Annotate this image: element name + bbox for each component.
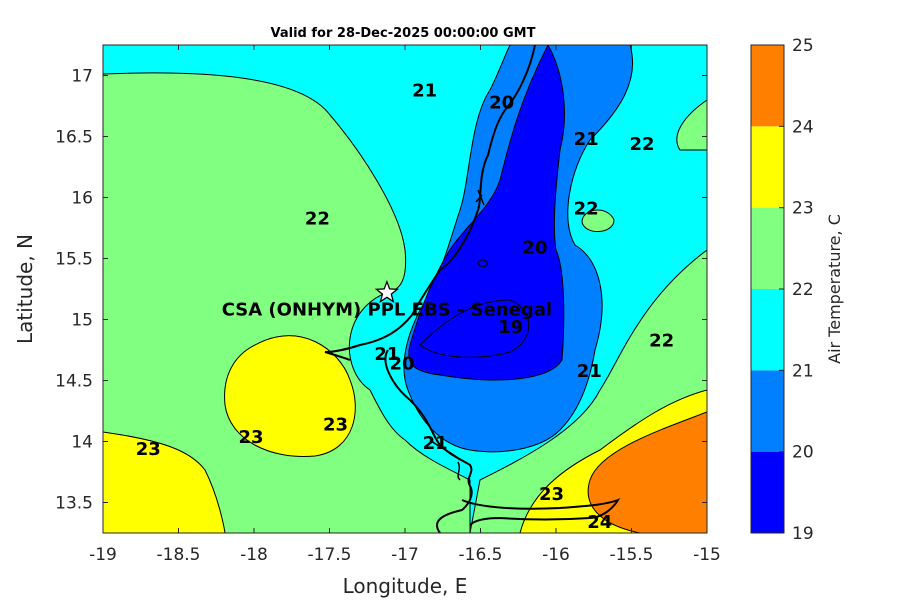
colorbar-band [751, 207, 784, 289]
y-tick-label: 15.5 [55, 250, 93, 270]
y-tick-label: 15 [71, 311, 93, 331]
contour-label: 24 [587, 512, 612, 533]
coastline-south [384, 349, 473, 533]
colorbar-band [751, 370, 784, 452]
contour-label: 23 [136, 439, 161, 460]
colorbar: 19 20 21 22 23 24 25 Air Temperature, C [750, 36, 844, 544]
contour-label: 23 [539, 484, 564, 505]
y-axis-label: Latitude, N [13, 234, 37, 344]
band-23-24-coastal-blob [224, 335, 356, 458]
contour-label: 22 [630, 134, 655, 155]
y-tick-label: 14 [71, 433, 93, 453]
contour-fields [103, 45, 707, 533]
contour-label: 19 [498, 317, 523, 338]
site-marker-star-icon [374, 279, 400, 304]
x-axis: -19 -18.5 -18 -17.5 -17 -16.5 -16 -15.5 … [89, 545, 721, 598]
contour-label: 21 [577, 361, 602, 382]
y-tick-label: 14.5 [55, 372, 93, 392]
contour-20-small-loop [477, 259, 488, 267]
x-tick-label: -16 [542, 545, 570, 565]
y-tick-label: 17 [71, 67, 93, 87]
colorbar-band [751, 45, 784, 127]
contour-labels-group: 21 20 21 22 22 22 20 19 20 21 22 21 23 2… [136, 80, 674, 533]
colorbar-band [751, 289, 784, 371]
band-22-23-northeast [676, 99, 707, 151]
colorbar-label: Air Temperature, C [825, 214, 844, 364]
contour-label: 21 [374, 344, 399, 365]
y-tick-label: 13.5 [55, 494, 93, 514]
contour-label: 22 [305, 208, 330, 229]
contour-label: 20 [522, 238, 547, 259]
contour-label: 23 [323, 415, 348, 436]
band-23-24-west [103, 431, 226, 533]
colorbar-tick-label: 19 [792, 524, 814, 544]
colorbar-tick-label: 20 [792, 443, 814, 463]
map-title: Valid for 28-Dec-2025 00:00:00 GMT [271, 26, 536, 41]
band-24-25-southeast [587, 411, 707, 533]
colorbar-band [751, 126, 784, 208]
contour-label: 20 [489, 93, 514, 114]
x-tick-label: -18.5 [157, 545, 201, 565]
estuary-lines [429, 189, 485, 481]
colorbar-tick-label: 22 [792, 280, 814, 300]
band-19-20 [408, 45, 565, 381]
x-tick-label: -15 [693, 545, 721, 565]
contour-label: 21 [423, 433, 448, 454]
x-tick-label: -18 [240, 545, 268, 565]
colorbar-tick-label: 21 [792, 361, 814, 381]
x-tick-label: -16.5 [459, 545, 503, 565]
contour-label: 22 [574, 199, 599, 220]
site-label: CSA (ONHYM) PPL EBS - Senegal [222, 300, 552, 321]
coastline [324, 45, 536, 361]
coastline-group [324, 45, 621, 533]
x-axis-label: Longitude, E [343, 574, 468, 598]
y-tick-label: 16 [71, 189, 93, 209]
contour-label: 21 [412, 80, 437, 101]
x-tick-label: -17 [391, 545, 419, 565]
colorbar-tick-label: 25 [792, 36, 814, 56]
band-22-23-islet [581, 209, 615, 232]
contour-label: 23 [238, 427, 263, 448]
y-axis: 13.5 14 14.5 15 15.5 16 16.5 17 Latitude… [13, 67, 93, 514]
contour-label: 20 [389, 354, 414, 375]
contour-label: 22 [649, 330, 674, 351]
y-tick-label: 16.5 [55, 128, 93, 148]
x-tick-label: -19 [89, 545, 117, 565]
colorbar-band [751, 451, 784, 533]
river-channel [461, 498, 621, 526]
x-tick-label: -15.5 [610, 545, 654, 565]
x-tick-label: -17.5 [308, 545, 352, 565]
colorbar-tick-label: 24 [792, 117, 814, 137]
contour-label: 21 [574, 129, 599, 150]
contour-19-interior [419, 299, 530, 358]
colorbar-tick-label: 23 [792, 199, 814, 219]
